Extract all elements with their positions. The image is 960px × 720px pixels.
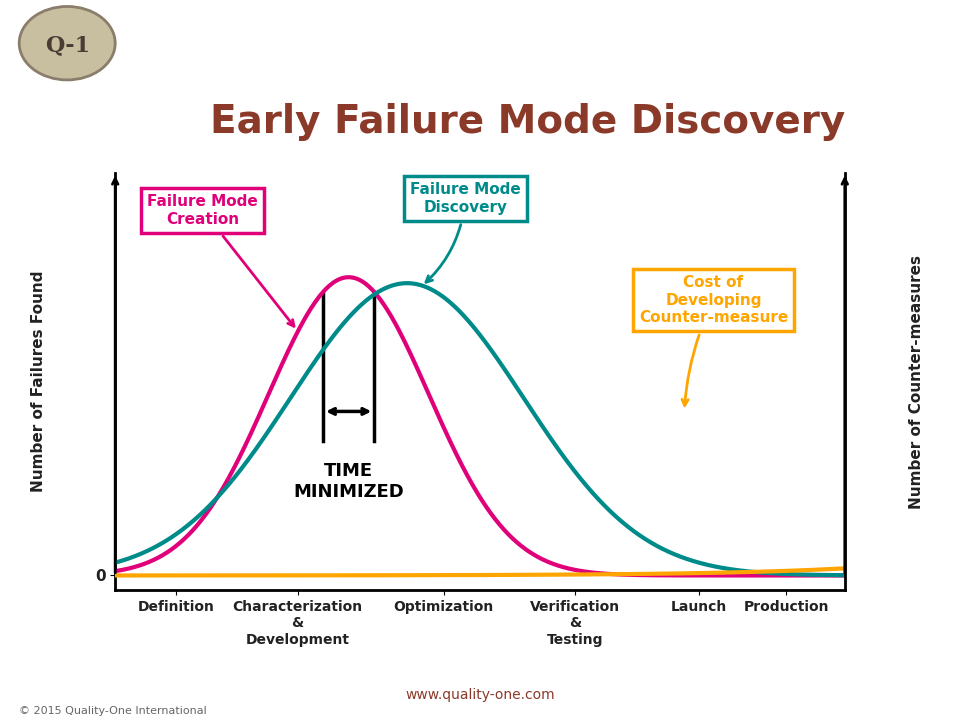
- Text: Cost of
Developing
Counter-measure: Cost of Developing Counter-measure: [638, 275, 788, 405]
- Ellipse shape: [19, 6, 115, 80]
- Text: Early Failure Mode Discovery: Early Failure Mode Discovery: [210, 104, 846, 141]
- Text: Q-1: Q-1: [44, 34, 90, 56]
- Text: © 2015 Quality-One International: © 2015 Quality-One International: [19, 706, 207, 716]
- Text: Number of Counter-measures: Number of Counter-measures: [909, 255, 924, 508]
- Text: TIME
MINIMIZED: TIME MINIMIZED: [294, 462, 404, 501]
- Text: Number of Failures Found: Number of Failures Found: [31, 271, 46, 492]
- Text: Failure Mode
Discovery: Failure Mode Discovery: [410, 182, 520, 282]
- Text: Failure Mode
Creation: Failure Mode Creation: [148, 194, 294, 326]
- Text: www.quality-one.com: www.quality-one.com: [405, 688, 555, 702]
